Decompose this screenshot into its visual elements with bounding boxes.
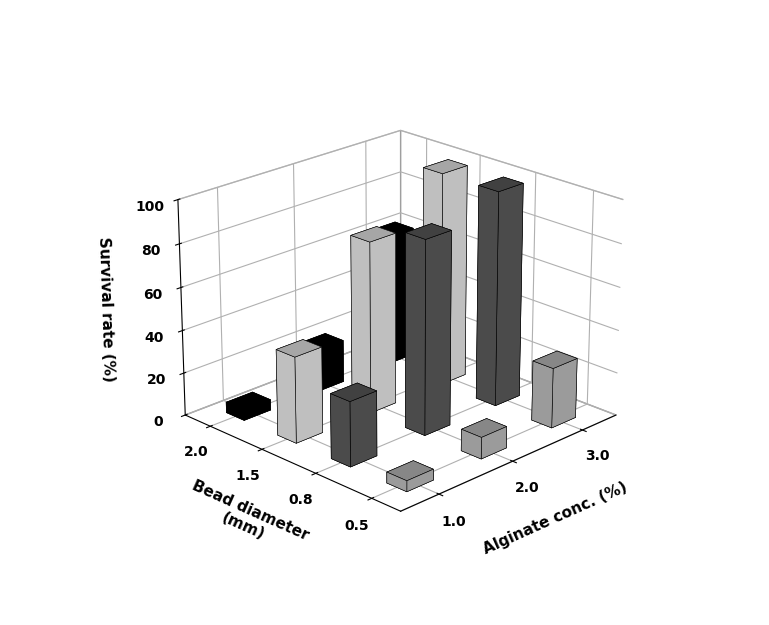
X-axis label: Alginate conc. (%): Alginate conc. (%) xyxy=(481,480,629,558)
Y-axis label: Bead diameter
(mm): Bead diameter (mm) xyxy=(182,478,311,559)
